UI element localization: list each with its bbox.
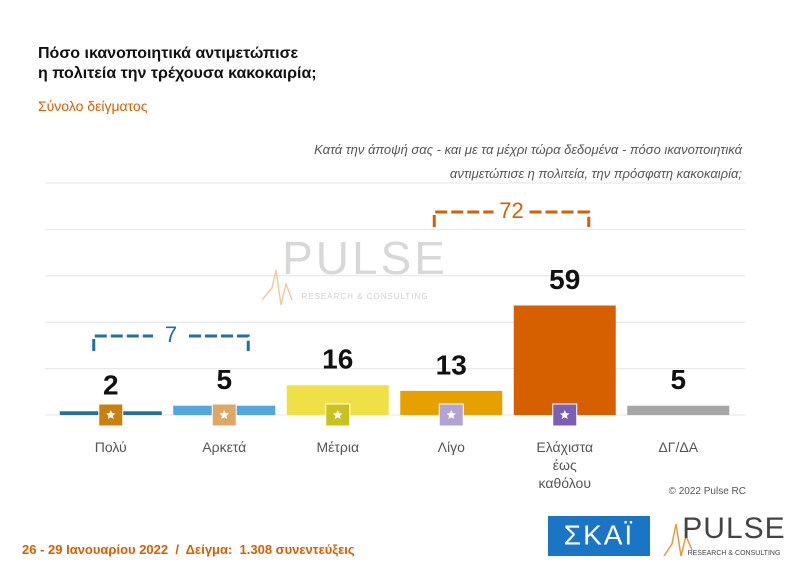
bracket	[529, 210, 591, 227]
category-label: Ελάχιστα έως καθόλου	[536, 439, 594, 491]
bracket	[189, 334, 250, 351]
subtitle: Σύνολο δείγματος	[38, 98, 148, 114]
bracket	[432, 210, 494, 227]
value-label: 2	[103, 370, 119, 401]
category-label: Λίγο	[437, 439, 465, 455]
pulse-logo: PULSE	[682, 512, 785, 545]
icon-star	[446, 410, 456, 419]
category-label: Πολύ	[94, 439, 127, 455]
bracket	[92, 334, 153, 351]
value-label: 5	[216, 364, 232, 395]
icon-star	[560, 410, 570, 419]
title-line: Πόσο ικανοποιητικά αντιμετώπισε	[38, 45, 299, 62]
watermark-icon	[261, 269, 293, 306]
skai-text: ΣΚΑΪ	[564, 519, 634, 550]
pulse-icon	[663, 523, 693, 557]
value-label: 59	[549, 264, 580, 295]
title: Πόσο ικανοποιητικά αντιμετώπισε η πολιτε…	[38, 44, 317, 84]
question-line: αντιμετώπισε η πολιτεία, την πρόσφατη κα…	[449, 166, 742, 181]
bracket-label: 7	[165, 322, 177, 347]
icon-star	[106, 410, 116, 419]
question-line: Κατά την άποψή σας - και με τα μέχρι τώρ…	[314, 142, 742, 157]
watermark-tagline: RESEARCH & CONSULTING	[301, 292, 428, 301]
bar	[627, 405, 730, 415]
category-label: Αρκετά	[202, 439, 247, 455]
value-label: 13	[436, 349, 467, 380]
watermark: PULSE	[282, 232, 448, 284]
copyright: © 2022 Pulse RC	[668, 486, 746, 497]
skai-logo	[548, 516, 650, 556]
bar	[513, 305, 616, 415]
icon-star	[219, 410, 229, 419]
category-label: ΔΓ/ΔΑ	[658, 439, 699, 455]
question: Κατά την άποψή σας - και με τα μέχρι τώρ…	[314, 138, 742, 186]
bracket-label: 72	[499, 198, 523, 223]
footer: 26 - 29 Ιανουαρίου 2022 / Δείγμα: 1.308 …	[22, 542, 355, 557]
category-label: Μέτρια	[316, 439, 360, 455]
icon-star	[333, 410, 343, 419]
pulse-tagline: RESEARCH & CONSULTING	[688, 550, 781, 557]
title-line: η πολιτεία την τρέχουσα κακοκαιρία;	[38, 65, 317, 82]
value-label: 16	[322, 344, 353, 375]
value-label: 5	[670, 364, 686, 395]
